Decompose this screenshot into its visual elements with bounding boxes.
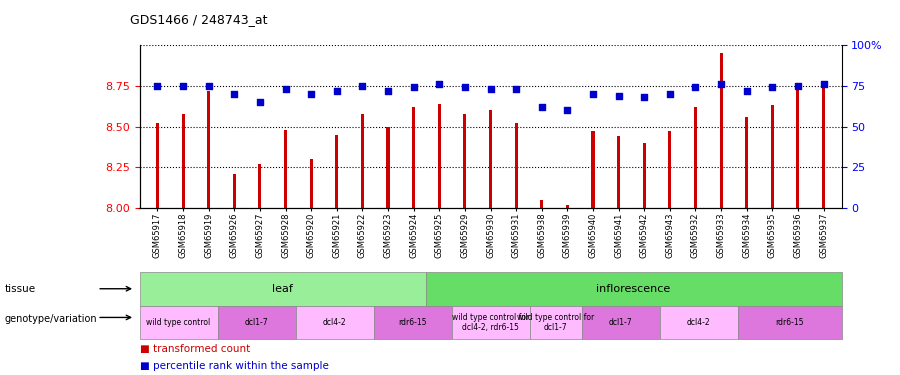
Bar: [207, 91, 211, 208]
Point: [407, 84, 421, 90]
Text: rdr6-15: rdr6-15: [399, 318, 427, 327]
Bar: [669, 132, 671, 208]
Point: [765, 84, 779, 90]
Bar: [745, 117, 748, 208]
Text: genotype/variation: genotype/variation: [4, 314, 97, 324]
Bar: [335, 135, 338, 208]
Point: [176, 83, 190, 89]
Text: dcl4-2: dcl4-2: [687, 318, 710, 327]
Point: [791, 83, 806, 89]
Bar: [719, 53, 723, 208]
Point: [586, 91, 600, 97]
Bar: [796, 87, 799, 208]
Point: [483, 86, 498, 92]
Point: [304, 91, 319, 97]
Text: ■ transformed count: ■ transformed count: [140, 344, 250, 354]
Point: [278, 86, 293, 92]
Point: [740, 88, 754, 94]
Point: [560, 107, 574, 113]
Text: dcl4-2: dcl4-2: [323, 318, 346, 327]
Point: [662, 91, 677, 97]
Point: [253, 99, 267, 105]
Bar: [156, 123, 159, 208]
Bar: [540, 200, 544, 208]
Bar: [591, 132, 595, 208]
Point: [637, 94, 652, 100]
Point: [432, 81, 446, 87]
Text: tissue: tissue: [4, 284, 36, 294]
Bar: [284, 130, 287, 208]
Text: wild type control for
dcl4-2, rdr6-15: wild type control for dcl4-2, rdr6-15: [452, 313, 529, 332]
Bar: [437, 104, 441, 208]
Bar: [310, 159, 312, 208]
Bar: [182, 114, 184, 208]
Point: [611, 93, 625, 99]
Bar: [822, 84, 825, 208]
Point: [356, 83, 370, 89]
Point: [535, 104, 549, 110]
Point: [816, 81, 831, 87]
Text: dcl1-7: dcl1-7: [608, 318, 633, 327]
Bar: [515, 123, 518, 208]
Bar: [694, 107, 697, 208]
Point: [329, 88, 344, 94]
Point: [714, 81, 728, 87]
Bar: [361, 114, 364, 208]
Point: [508, 86, 523, 92]
Point: [150, 83, 165, 89]
Point: [202, 83, 216, 89]
Bar: [489, 110, 492, 208]
Bar: [464, 114, 466, 208]
Bar: [770, 105, 774, 208]
Bar: [233, 174, 236, 208]
Text: leaf: leaf: [272, 284, 292, 294]
Point: [381, 88, 395, 94]
Text: rdr6-15: rdr6-15: [775, 318, 804, 327]
Text: dcl1-7: dcl1-7: [245, 318, 268, 327]
Text: inflorescence: inflorescence: [597, 284, 670, 294]
Text: wild type control: wild type control: [147, 318, 211, 327]
Bar: [617, 136, 620, 208]
Bar: [258, 164, 262, 208]
Text: wild type control for
dcl1-7: wild type control for dcl1-7: [517, 313, 594, 332]
Bar: [643, 143, 646, 208]
Bar: [566, 205, 569, 208]
Bar: [412, 107, 415, 208]
Point: [688, 84, 703, 90]
Text: GDS1466 / 248743_at: GDS1466 / 248743_at: [130, 13, 268, 26]
Text: ■ percentile rank within the sample: ■ percentile rank within the sample: [140, 361, 328, 370]
Bar: [386, 127, 390, 208]
Point: [458, 84, 473, 90]
Point: [227, 91, 241, 97]
